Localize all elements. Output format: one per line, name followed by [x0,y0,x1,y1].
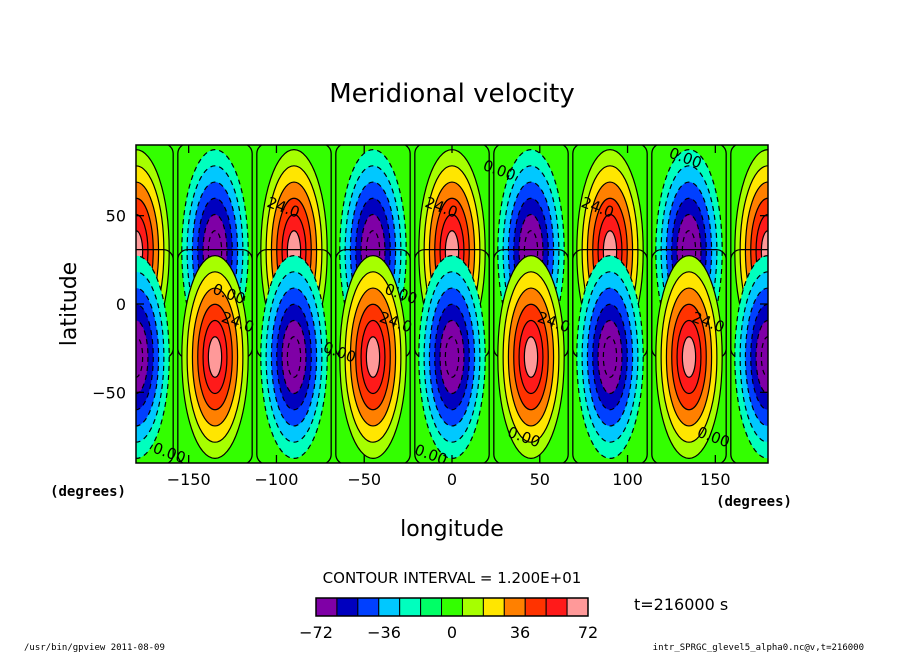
contour-band [523,336,539,378]
time-label: t=216000 s [634,595,728,614]
y-unit-label: (degrees) [50,484,126,500]
x-axis-title: longitude [400,517,504,542]
y-tick-label: 50 [106,207,126,226]
zero-contour [414,248,490,463]
contour-band [365,336,381,378]
contour-band [207,336,223,378]
field-cell [651,248,727,463]
x-tick-label: 150 [700,470,731,489]
zero-contour [493,248,569,463]
zero-contour [177,248,253,463]
x-tick-label: −100 [254,470,298,489]
field-cell [572,248,648,463]
zero-contour [335,248,411,463]
colorbar-frame [315,597,589,617]
y-tick-label: 0 [116,295,126,314]
colorbar-swatch [524,597,547,617]
contour-band [286,336,302,378]
footer-right: intr_SPRGC_glevel5_alpha0.nc@v,t=216000 [653,643,864,653]
y-tick-label: −50 [92,383,126,402]
colorbar-tick-label: 72 [578,623,598,642]
x-tick-label: 0 [447,470,457,489]
zero-contour [730,145,768,360]
colorbar-tick-label: −72 [299,623,333,642]
colorbar-ticks: −72 −36 0 36 72 [299,623,598,642]
colorbar-tick-label: 36 [510,623,530,642]
contour-band [136,336,144,378]
colorbar-swatch [399,597,422,617]
zero-contour [136,145,174,360]
colorbar-swatch [336,597,359,617]
colorbar-swatch [420,597,443,617]
x-tick-label: 100 [612,470,643,489]
colorbar-swatch [482,597,505,617]
footer-left: /usr/bin/gpview 2011-08-09 [24,643,165,653]
contour-interval-label: CONTOUR INTERVAL = 1.200E+01 [323,569,582,587]
plot-area: 24.0 24.0 24.024.0 24.0 24.0 24.00.00 0.000.00… [136,145,768,463]
zero-contour [572,248,648,463]
colorbar-swatch [503,597,526,617]
zero-contour [651,248,727,463]
zero-contour [136,248,174,463]
field-cell [335,248,411,463]
colorbar-swatch [357,597,380,617]
x-tick-label: −50 [347,470,381,489]
x-tick-label: −150 [167,470,211,489]
colorbar-swatch [378,597,401,617]
contour-band [681,336,697,378]
y-axis-title: latitude [57,262,82,346]
field-cell [136,248,174,463]
field-cell [414,248,490,463]
field-cell [256,248,332,463]
colorbar-swatch [461,597,484,617]
colorbar [315,597,589,617]
field-cell [493,248,569,463]
colorbar-tick-label: −36 [367,623,401,642]
contour-band [760,336,768,378]
x-ticks: −150 −100 −50 0 50 100 150 [167,145,731,489]
colorbar-swatch [315,597,338,617]
colorbar-swatch [441,597,463,617]
colorbar-tick-label: 0 [447,623,457,642]
field-cell [177,248,253,463]
zero-contour [256,248,332,463]
field-cells [136,145,768,463]
zero-contour [730,248,768,463]
colorbar-swatch [566,597,589,617]
colorbar-swatch [545,597,568,617]
y-ticks: −50 0 50 [92,207,768,402]
x-unit-label: (degrees) [716,494,792,510]
contour-band [602,336,618,378]
x-tick-label: 50 [530,470,550,489]
chart-title: Meridional velocity [329,79,575,109]
contour-band [444,336,460,378]
